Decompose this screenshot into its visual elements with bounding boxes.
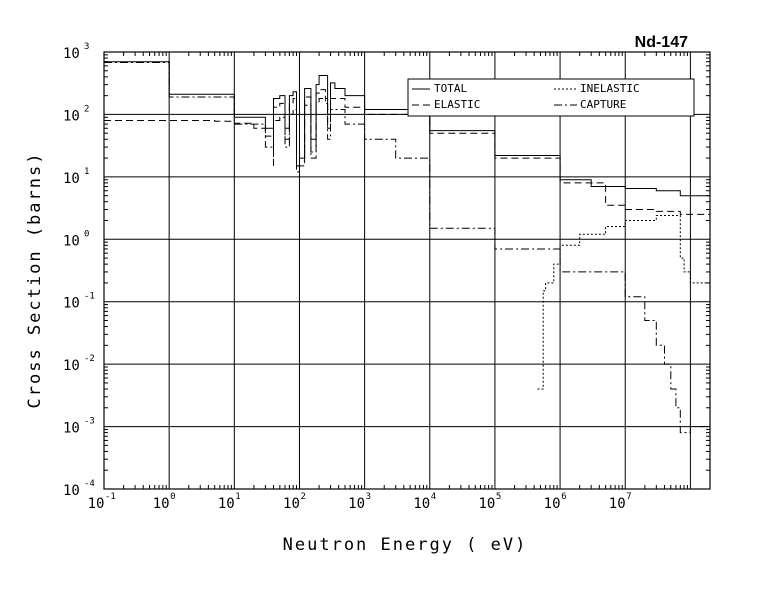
y-tick-exponent: 2 [84, 104, 89, 114]
series-layer [104, 61, 711, 434]
x-tick-exponent: 1 [235, 492, 240, 502]
x-tick-label: 10 [218, 496, 235, 512]
x-tick-label: 10 [153, 496, 170, 512]
legend-label-total: TOTAL [434, 82, 467, 95]
y-tick-label: 10 [63, 358, 80, 374]
y-tick-exponent: 1 [84, 167, 89, 177]
legend-label-inelastic: INELASTIC [580, 82, 640, 95]
plot-frame [103, 51, 711, 490]
y-axis-label: Cross Section (barns) [25, 152, 45, 409]
y-tick-exponent: 3 [84, 42, 89, 52]
x-tick-label: 10 [283, 496, 300, 512]
y-tick-exponent: -1 [84, 292, 95, 302]
y-tick-label: 10 [63, 171, 80, 187]
x-tick-label: 10 [544, 496, 561, 512]
y-tick-exponent: -4 [84, 479, 95, 489]
series-inelastic [537, 215, 711, 390]
x-tick-labels: 10 -1 10 0 10 1 10 2 10 3 10 4 10 5 10 6 10 7 [88, 492, 632, 512]
x-tick-exponent: 7 [626, 492, 631, 502]
x-tick-exponent: 4 [431, 492, 436, 502]
y-tick-label: 10 [63, 296, 80, 312]
series-elastic [104, 89, 711, 215]
y-tick-label: 10 [63, 483, 80, 499]
y-tick-exponent: -3 [84, 417, 95, 427]
grid [104, 52, 710, 489]
x-tick-exponent: 0 [170, 492, 175, 502]
x-tick-label: 10 [609, 496, 626, 512]
x-tick-exponent: 2 [300, 492, 305, 502]
x-tick-exponent: -1 [105, 492, 116, 502]
x-tick-label: 10 [413, 496, 430, 512]
x-tick-label: 10 [88, 496, 105, 512]
legend-label-elastic: ELASTIC [434, 98, 480, 111]
legend: TOTAL ELASTIC INELASTIC CAPTURE [407, 78, 695, 117]
legend-label-capture: CAPTURE [580, 98, 626, 111]
y-tick-exponent: 0 [84, 229, 89, 239]
series-total [104, 61, 710, 197]
y-tick-labels: 10 -4 10 -3 10 -2 10 -1 10 0 10 1 10 2 10 3 [63, 42, 95, 499]
x-axis-label: Neutron Energy ( eV) [283, 535, 528, 555]
x-tick-exponent: 5 [496, 492, 501, 502]
y-tick-label: 10 [63, 421, 80, 437]
y-tick-label: 10 [63, 46, 80, 62]
x-tick-exponent: 6 [561, 492, 566, 502]
chart-title: Nd-147 [635, 34, 688, 51]
legend-box [407, 78, 695, 117]
series-capture [104, 62, 710, 434]
x-tick-label: 10 [348, 496, 365, 512]
y-tick-exponent: -2 [84, 354, 95, 364]
x-tick-label: 10 [478, 496, 495, 512]
y-tick-label: 10 [63, 233, 80, 249]
x-tick-exponent: 3 [366, 492, 371, 502]
y-tick-label: 10 [63, 108, 80, 124]
